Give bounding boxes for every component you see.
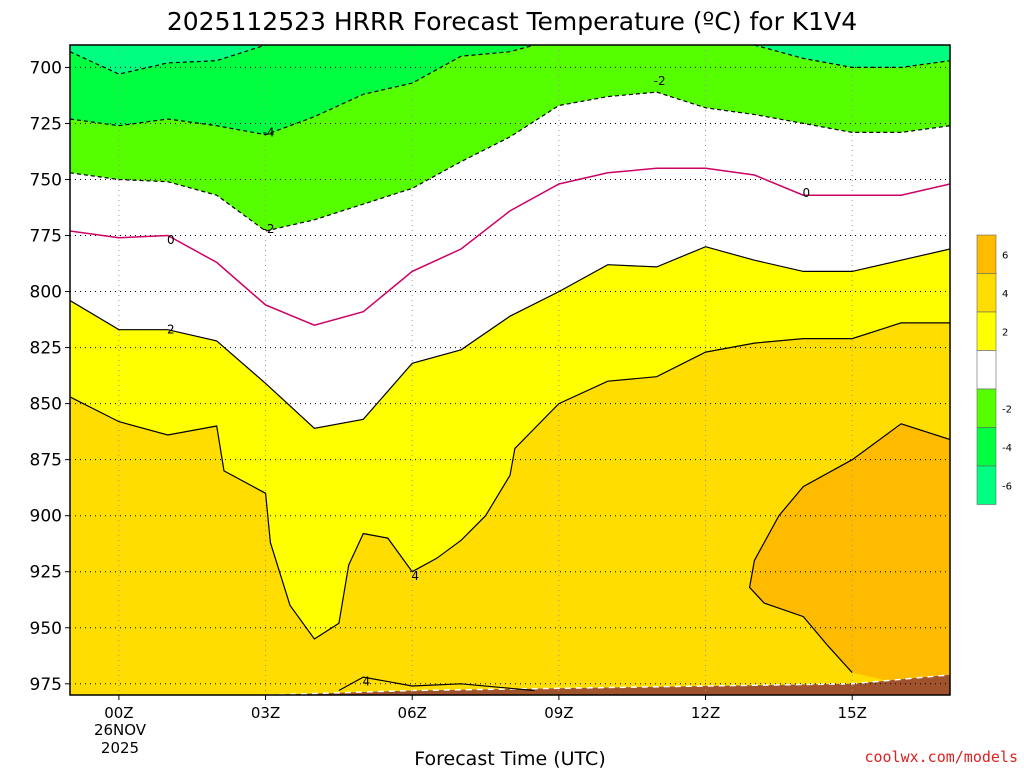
colorbar-swatch (976, 388, 997, 428)
grid-lines (70, 45, 950, 695)
contour-line (338, 676, 535, 692)
x-tick-label: 15Z (838, 704, 867, 722)
colorbar-swatch (976, 465, 997, 505)
contour-line (754, 45, 950, 68)
y-tick-label: 725 (30, 114, 62, 134)
x-tick-label: 09Z (544, 704, 573, 722)
colorbar-swatch (976, 350, 997, 390)
credit-link[interactable]: coolwx.com/models (864, 748, 1018, 766)
y-tick-label: 875 (30, 451, 62, 471)
y-tick-label: 750 (30, 170, 62, 190)
x-axis-title: Forecast Time (UTC) (414, 748, 605, 768)
contour-label: 4 (411, 569, 419, 583)
contour-lines (70, 45, 950, 692)
y-tick-label: 850 (30, 395, 62, 415)
y-tick-label: 775 (30, 227, 62, 247)
contour-labels: -4 -2 -2 0 0 2 4 4 (167, 74, 810, 689)
y-axis: 700 725 750 775 800 825 850 875 900 925 950 975 (30, 58, 70, 695)
y-tick-label: 800 (30, 283, 62, 303)
colorbar-swatch (976, 234, 997, 274)
colorbar-label: 6 (1002, 250, 1008, 261)
x-tick-label: 03Z (251, 704, 280, 722)
colorbar-swatch (976, 311, 997, 351)
y-tick-label: 700 (30, 58, 62, 78)
colorbar: 6 4 2 -2 -4 -6 (976, 234, 1012, 505)
band-coldest-left-b (70, 45, 266, 75)
colorbar-label: 4 (1002, 289, 1008, 300)
colorbar-swatch (976, 273, 997, 313)
date-line1: 26NOV (94, 721, 147, 739)
colorbar-swatch (976, 427, 997, 467)
contour-line (70, 246, 950, 429)
plot-frame (69, 44, 951, 696)
band-coldest-right-b (754, 45, 950, 68)
contour-label: -2 (654, 74, 666, 88)
colorbar-label: -6 (1002, 481, 1012, 492)
contour-line (70, 91, 950, 232)
contour-line (70, 45, 266, 75)
terrain (265, 674, 950, 695)
plot-area (70, 45, 950, 695)
contour-line (748, 423, 950, 674)
colorbar-label: 2 (1002, 327, 1008, 338)
date-line2: 2025 (101, 739, 139, 757)
contour-label: 2 (167, 323, 175, 337)
x-tick-label: 00Z (104, 704, 133, 722)
colorbar-label: -4 (1002, 443, 1012, 454)
contour-label: -4 (263, 125, 275, 139)
chart-title: 2025112523 HRRR Forecast Temperature (ºC… (167, 7, 857, 36)
y-tick-label: 975 (30, 675, 62, 695)
contour-label: 4 (363, 675, 371, 689)
x-axis: 00Z 03Z 06Z 09Z 12Z 15Z (104, 695, 867, 722)
y-tick-label: 925 (30, 563, 62, 583)
y-tick-label: 950 (30, 619, 62, 639)
contour-line (70, 322, 950, 640)
contour-label: -2 (263, 222, 275, 236)
contour-label: 0 (167, 233, 175, 247)
colorbar-label: -2 (1002, 404, 1012, 415)
y-tick-label: 825 (30, 339, 62, 359)
x-tick-label: 06Z (398, 704, 427, 722)
x-tick-label: 12Z (691, 704, 720, 722)
contour-label: 0 (803, 186, 811, 200)
y-tick-label: 900 (30, 507, 62, 527)
contour-line (70, 167, 950, 326)
